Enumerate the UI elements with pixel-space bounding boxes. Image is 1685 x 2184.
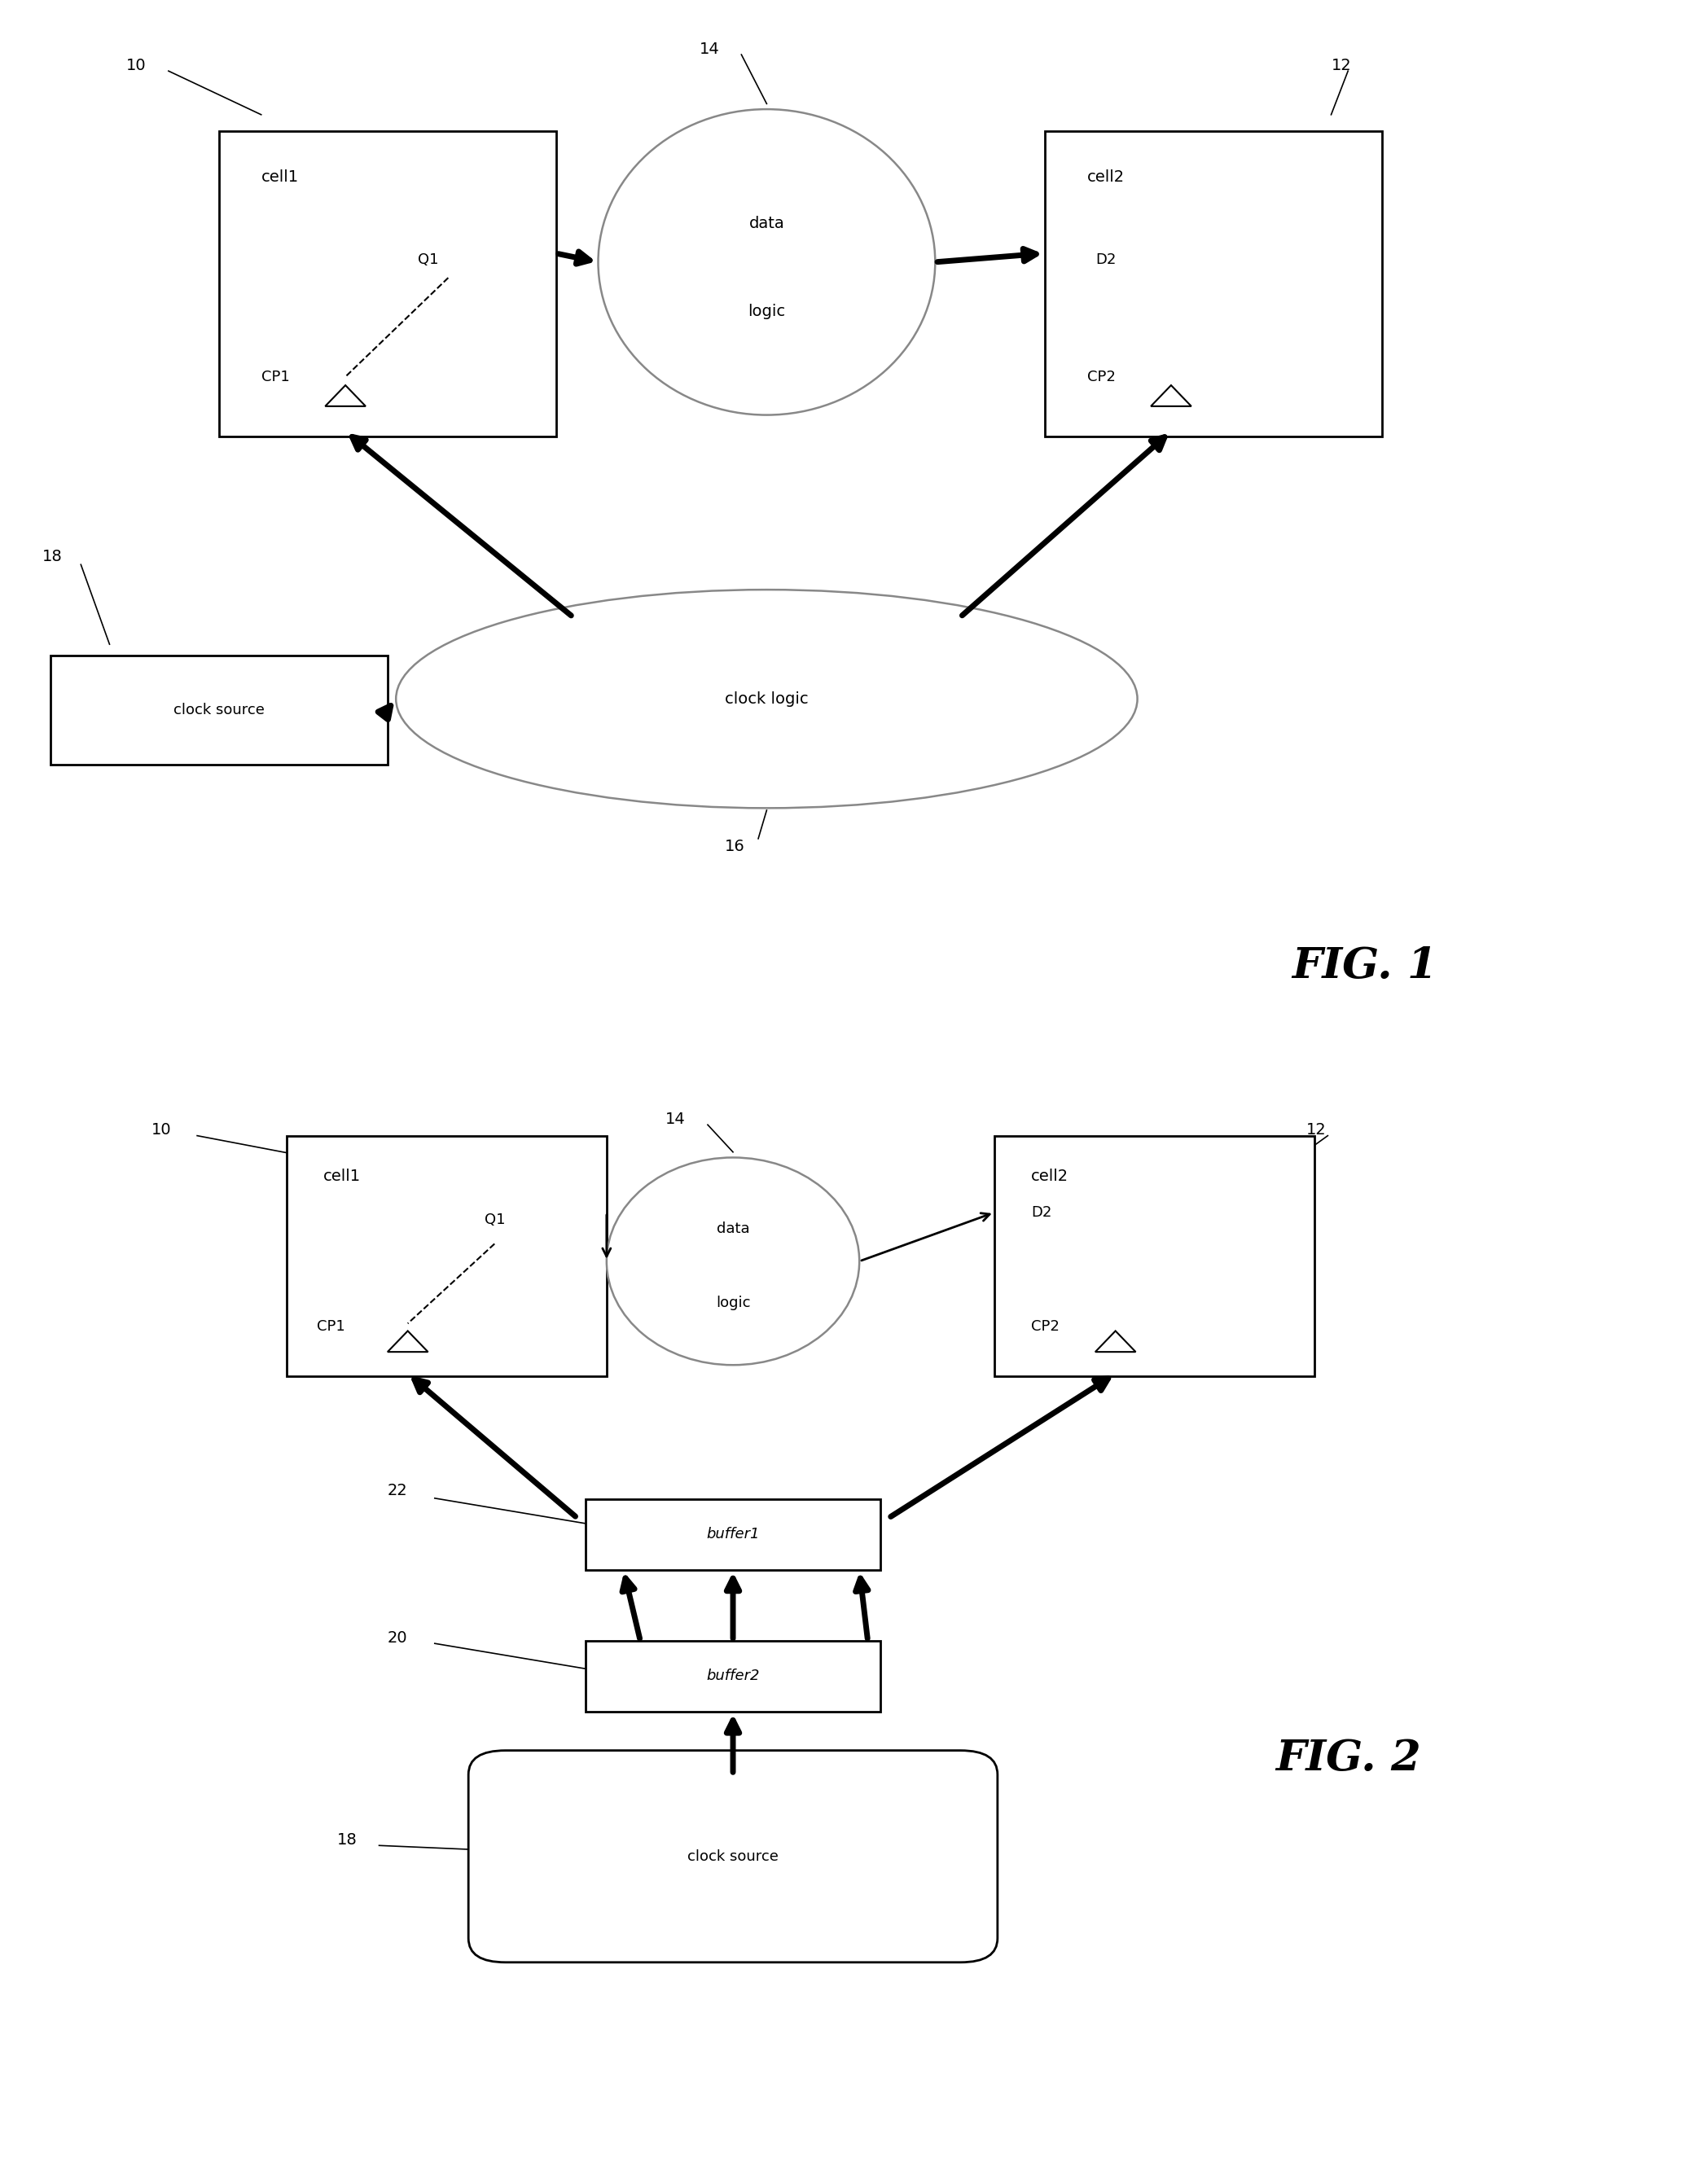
Text: cell1: cell1 bbox=[261, 170, 298, 186]
Text: 10: 10 bbox=[126, 57, 147, 74]
Bar bbox=[51, 655, 388, 764]
Text: cell1: cell1 bbox=[324, 1168, 361, 1184]
Bar bbox=[219, 131, 556, 437]
Bar bbox=[1045, 131, 1382, 437]
Bar bbox=[586, 1498, 880, 1570]
Text: CP1: CP1 bbox=[317, 1319, 345, 1334]
Text: 16: 16 bbox=[725, 839, 745, 854]
Text: logic: logic bbox=[716, 1295, 750, 1310]
Text: 10: 10 bbox=[152, 1123, 172, 1138]
Text: cell2: cell2 bbox=[1031, 1168, 1068, 1184]
FancyBboxPatch shape bbox=[468, 1752, 998, 1963]
Text: 14: 14 bbox=[699, 41, 719, 57]
Text: clock source: clock source bbox=[687, 1850, 778, 1863]
Bar bbox=[586, 1640, 880, 1712]
Text: logic: logic bbox=[748, 304, 785, 319]
Text: data: data bbox=[716, 1221, 750, 1236]
Text: 18: 18 bbox=[337, 1832, 357, 1848]
Text: FIG. 1: FIG. 1 bbox=[1292, 946, 1437, 987]
Text: Q1: Q1 bbox=[484, 1212, 506, 1227]
Text: buffer1: buffer1 bbox=[706, 1527, 760, 1542]
Text: 18: 18 bbox=[42, 548, 62, 566]
Text: 22: 22 bbox=[388, 1483, 408, 1498]
Text: data: data bbox=[748, 216, 785, 232]
Text: 14: 14 bbox=[666, 1112, 686, 1127]
Text: Q1: Q1 bbox=[418, 251, 438, 266]
Text: D2: D2 bbox=[1031, 1206, 1051, 1221]
Text: clock logic: clock logic bbox=[725, 690, 809, 708]
Text: CP1: CP1 bbox=[261, 369, 290, 384]
Text: CP2: CP2 bbox=[1087, 369, 1115, 384]
Bar bbox=[286, 1136, 607, 1376]
Text: cell2: cell2 bbox=[1087, 170, 1124, 186]
Text: 12: 12 bbox=[1306, 1123, 1326, 1138]
Ellipse shape bbox=[396, 590, 1137, 808]
Ellipse shape bbox=[607, 1158, 859, 1365]
Bar bbox=[994, 1136, 1314, 1376]
Text: clock source: clock source bbox=[174, 703, 265, 716]
Ellipse shape bbox=[598, 109, 935, 415]
Text: CP2: CP2 bbox=[1031, 1319, 1060, 1334]
Text: D2: D2 bbox=[1095, 251, 1115, 266]
Text: buffer2: buffer2 bbox=[706, 1669, 760, 1684]
Text: 20: 20 bbox=[388, 1629, 408, 1647]
Text: FIG. 2: FIG. 2 bbox=[1276, 1736, 1420, 1780]
Text: 12: 12 bbox=[1331, 57, 1351, 74]
